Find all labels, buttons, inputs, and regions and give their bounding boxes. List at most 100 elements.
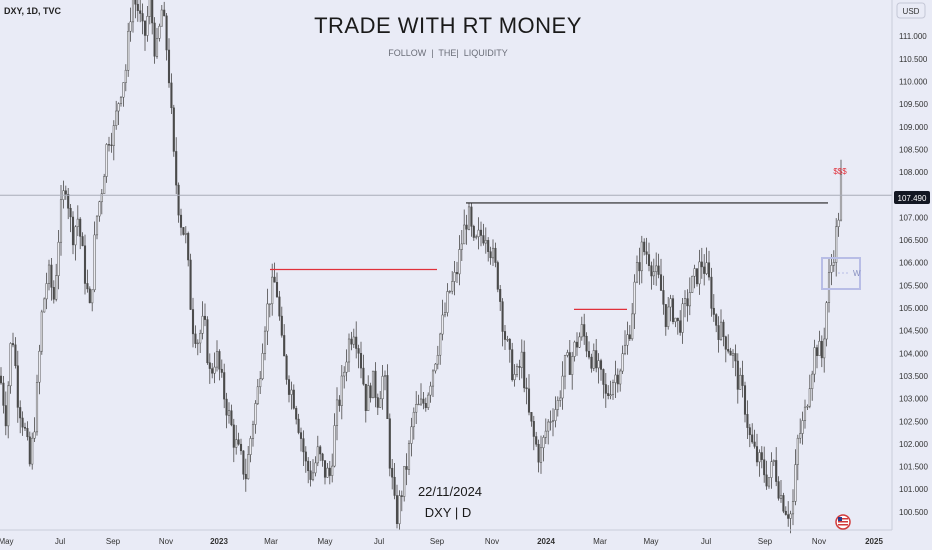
candle	[249, 435, 252, 463]
candle	[736, 353, 739, 404]
candle	[321, 452, 324, 467]
candle	[818, 330, 821, 356]
candle	[196, 339, 199, 356]
time-axis[interactable]: May Jul Sep Nov 2023 Mar May Jul Sep Nov 2024 Mar Ma…	[0, 537, 883, 546]
price-tick-label: 111.000	[899, 32, 927, 41]
candle	[297, 413, 300, 435]
candle	[268, 303, 271, 318]
candle	[638, 247, 641, 285]
candle	[602, 368, 605, 399]
candle	[463, 209, 466, 245]
candle	[103, 173, 106, 194]
candle	[811, 370, 814, 401]
candle	[703, 254, 706, 286]
candle	[434, 363, 437, 374]
candle	[383, 370, 387, 391]
candle	[482, 223, 485, 246]
price-tick-label: 104.000	[899, 349, 928, 358]
candle	[782, 492, 785, 514]
price-tick-label: 106.500	[899, 236, 928, 245]
candle	[739, 367, 742, 390]
candle	[595, 339, 598, 373]
candle	[659, 258, 663, 291]
us-flag-icon[interactable]	[835, 514, 851, 530]
candle	[47, 259, 51, 291]
time-tick-label: Sep	[106, 537, 121, 546]
candle	[755, 433, 759, 467]
candle	[489, 246, 492, 265]
candle	[561, 361, 564, 410]
candle	[261, 343, 264, 381]
candle	[640, 235, 643, 284]
candle	[527, 374, 531, 416]
pattern-box[interactable]	[821, 257, 861, 290]
candle	[619, 368, 622, 392]
candle	[496, 260, 499, 293]
candle	[587, 341, 591, 360]
candle	[669, 294, 672, 322]
candle	[338, 395, 341, 412]
candle	[724, 335, 727, 363]
candle	[371, 370, 375, 399]
candle	[631, 303, 634, 341]
candle	[244, 458, 247, 492]
candle	[369, 382, 372, 403]
candle	[247, 446, 250, 480]
time-tick-label: Jul	[374, 537, 384, 546]
price-tick-label: 105.500	[899, 281, 928, 290]
candle	[695, 268, 699, 287]
candle	[758, 449, 761, 477]
currency-button[interactable]	[896, 2, 926, 19]
candle	[477, 217, 480, 250]
candle	[374, 362, 377, 408]
candle	[422, 392, 425, 410]
candle	[165, 13, 168, 61]
candle	[50, 258, 53, 301]
time-tick-label: Jul	[701, 537, 711, 546]
candle	[95, 215, 99, 240]
price-tick-label: 100.500	[899, 508, 928, 517]
candle	[333, 413, 336, 468]
candle	[259, 371, 262, 394]
price-tick-label: 108.000	[899, 168, 928, 177]
candle	[751, 423, 754, 444]
candle	[143, 20, 147, 51]
candle	[664, 304, 667, 336]
candle	[163, 1, 166, 17]
time-tick-label: Nov	[812, 537, 826, 546]
candle	[556, 396, 559, 417]
candle	[503, 325, 507, 350]
candle	[35, 374, 39, 436]
candle	[290, 381, 293, 410]
candle	[158, 23, 161, 42]
candle	[472, 224, 475, 241]
candle	[729, 347, 732, 356]
candle	[52, 280, 55, 304]
candle	[566, 349, 569, 358]
candle	[141, 3, 144, 35]
candle	[741, 360, 744, 398]
candle	[285, 354, 288, 385]
candle	[465, 214, 468, 245]
candle	[451, 271, 454, 295]
candle	[403, 466, 406, 502]
candle	[304, 446, 307, 473]
candle	[16, 350, 19, 423]
candle	[515, 363, 519, 378]
candle	[511, 342, 514, 382]
candle	[350, 331, 353, 351]
candle	[112, 120, 115, 161]
candle	[731, 349, 735, 368]
candle	[179, 208, 183, 236]
candle	[671, 295, 675, 325]
candle	[484, 227, 487, 254]
candle	[335, 387, 339, 441]
candle	[57, 230, 60, 290]
candle	[194, 325, 197, 349]
candle	[779, 480, 783, 503]
candle	[791, 489, 795, 526]
symbol-label[interactable]: DXY, 1D, TVC	[4, 6, 62, 16]
candle	[127, 22, 130, 77]
